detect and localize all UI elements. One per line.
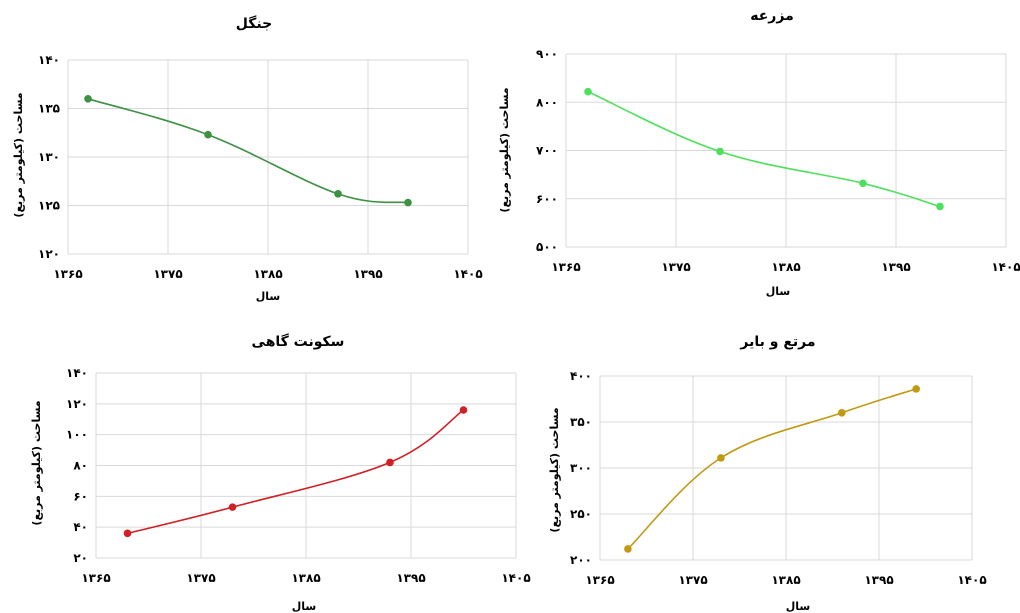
x-tick-label: ۱۴۰۵ [501, 571, 530, 585]
x-tick-label: ۱۳۷۵ [153, 267, 182, 281]
x-axis-label: سال [256, 290, 281, 303]
x-tick-label: ۱۳۷۵ [186, 571, 215, 585]
chart-panel-residential: سکونت گاهی مساحت (کیلومتر مربع) سال ۲۰ ۴۰… [0, 305, 540, 613]
data-point [204, 130, 212, 139]
y-axis-label: مساحت (کیلومتر مربع) [548, 407, 561, 532]
plot-area: ۵۰۰ ۶۰۰ ۷۰۰ ۸۰۰ ۹۰۰ ۱۳۶۵ ۱۳۷۵ ۱۳۸۵ ۱۳۹۵ ۱۴۰۵ [536, 47, 1020, 274]
series-line [87, 98, 409, 204]
series-line [127, 409, 464, 535]
data-point [912, 385, 920, 393]
series-line [587, 90, 941, 208]
series-line [627, 388, 917, 550]
chart-title: سکونت گاهی [252, 333, 345, 350]
y-tick-label: ۸۰۰ [536, 95, 558, 109]
y-tick-label: ۱۳۵ [38, 102, 60, 116]
x-tick-label: ۱۴۰۵ [453, 267, 482, 281]
x-tick-label: ۱۳۶۵ [81, 571, 110, 585]
x-tick-label: ۱۳۶۵ [551, 260, 580, 274]
y-tick-label: ۷۰۰ [536, 144, 558, 158]
x-axis-label: سال [292, 600, 317, 613]
data-point [584, 87, 592, 96]
y-tick-label: ۱۲۰ [38, 247, 60, 261]
x-tick-label: ۱۳۹۵ [396, 571, 425, 585]
x-tick-label: ۱۳۶۵ [585, 573, 614, 587]
chart-title: مزرعه [750, 8, 794, 24]
data-point [859, 179, 867, 188]
x-tick-label: ۱۴۰۵ [957, 573, 986, 587]
data-point [84, 95, 92, 103]
chart-title: مرتع و بایر [739, 334, 815, 350]
chart-panel-pasture: مرتع و بایر مساحت (کیلومتر مربع) سال ۲۰۰… [540, 305, 1020, 613]
data-point [123, 529, 132, 538]
data-point [404, 198, 412, 207]
y-tick-label: ۵۰۰ [536, 240, 558, 254]
chart-pasture: مرتع و بایر مساحت (کیلومتر مربع) سال ۲۰۰… [548, 334, 987, 613]
y-tick-label: ۱۳۰ [38, 150, 60, 164]
plot-area: ۱۲۰ ۱۲۵ ۱۳۰ ۱۳۵ ۱۴۰ ۱۳۶۵ ۱۳۷۵ ۱۳۸۵ ۱۳۹۵ ۱۴۰۵ [38, 53, 483, 281]
y-tick-label: ۱۰۰ [66, 428, 88, 442]
data-point [386, 458, 394, 467]
y-tick-label: ۳۰۰ [570, 461, 592, 475]
x-tick-label: ۱۳۶۵ [53, 267, 82, 281]
y-tick-label: ۹۰۰ [536, 47, 558, 61]
y-axis-label: مساحت (کیلومتر مربع) [30, 400, 43, 525]
y-tick-label: ۴۰۰ [570, 369, 592, 383]
y-tick-label: ۱۴۰ [66, 366, 88, 380]
x-tick-label: ۱۳۹۵ [353, 267, 382, 281]
y-tick-label: ۸۰ [73, 459, 88, 473]
y-tick-label: ۶۰۰ [536, 192, 558, 206]
data-point [936, 202, 944, 211]
y-axis-label: مساحت (کیلومتر مربع) [12, 92, 25, 217]
chart-residential: سکونت گاهی مساحت (کیلومتر مربع) سال ۲۰ ۴۰… [30, 333, 531, 613]
y-tick-label: ۱۲۵ [38, 199, 60, 213]
x-axis-label: سال [766, 285, 791, 298]
y-tick-label: ۲۰ [73, 551, 88, 565]
x-tick-label: ۱۴۰۵ [991, 260, 1020, 274]
chart-farm: مزرعه مساحت (کیلومتر مربع) سال ۵۰۰ ۶۰۰ ۷۰۰… [498, 8, 1020, 298]
y-tick-label: ۳۵۰ [570, 415, 592, 429]
y-axis-label: مساحت (کیلومتر مربع) [498, 87, 511, 212]
x-axis-label: سال [786, 600, 811, 613]
x-tick-label: ۱۳۹۵ [864, 573, 893, 587]
x-tick-label: ۱۳۷۵ [661, 260, 690, 274]
y-tick-label: ۱۴۰ [38, 53, 60, 67]
data-point [459, 406, 468, 414]
x-tick-label: ۱۳۹۵ [881, 260, 910, 274]
chart-title: جنگل [236, 15, 272, 32]
data-point [624, 545, 632, 553]
y-tick-label: ۶۰ [73, 489, 88, 503]
y-tick-label: ۲۵۰ [570, 507, 592, 521]
data-point [716, 147, 724, 156]
y-tick-label: ۴۰ [73, 520, 88, 534]
x-tick-label: ۱۳۸۵ [253, 267, 282, 281]
y-tick-label: ۲۰۰ [570, 553, 592, 567]
data-point [717, 454, 725, 462]
y-tick-label: ۱۲۰ [66, 397, 88, 411]
x-tick-label: ۱۳۸۵ [771, 573, 800, 587]
x-tick-label: ۱۳۸۵ [291, 571, 320, 585]
data-point [334, 190, 342, 198]
plot-area: ۲۰۰ ۲۵۰ ۳۰۰ ۳۵۰ ۴۰۰ ۱۳۶۵ ۱۳۷۵ ۱۳۸۵ ۱۳۹۵ ۱۴۰۵ [570, 369, 987, 587]
chart-panel-forest: جنگل مساحت (کیلومتر مربع) سال ۱۲۰ ۱۲۵ ۱۳۰ ۱… [0, 0, 510, 305]
x-tick-label: ۱۳۷۵ [678, 573, 707, 587]
x-tick-label: ۱۳۸۵ [771, 260, 800, 274]
chart-panel-farm: مزرعه مساحت (کیلومتر مربع) سال ۵۰۰ ۶۰۰ ۷۰۰… [498, 0, 1020, 305]
chart-forest: جنگل مساحت (کیلومتر مربع) سال ۱۲۰۱۲۵۱۳۰۱… [12, 15, 483, 303]
data-point [838, 409, 846, 417]
data-point [228, 503, 237, 511]
plot-area: ۲۰ ۴۰ ۶۰ ۸۰ ۱۰۰ ۱۲۰ ۱۴۰ ۱۳۶۵ ۱۳۷۵ ۱۳۸۵ ۱۳۹۵ ۱۴۰۵ [66, 366, 531, 585]
